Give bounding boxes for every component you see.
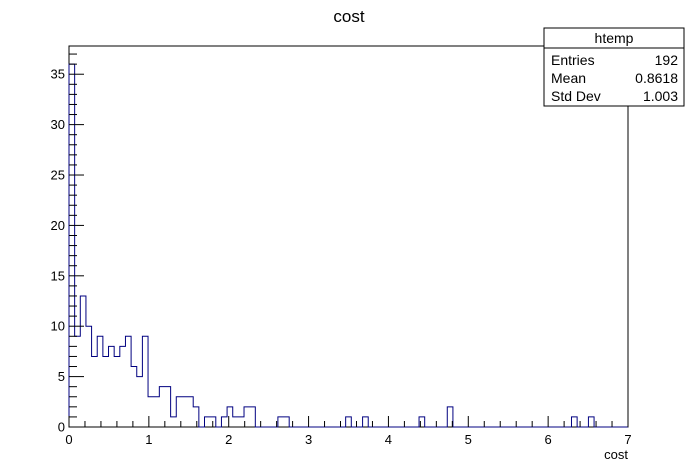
x-tick-label: 1 <box>145 432 152 447</box>
stats-box-title: htemp <box>595 30 634 46</box>
histogram-bin <box>125 336 131 427</box>
histogram-bin <box>571 417 577 427</box>
y-tick-label: 30 <box>51 117 65 132</box>
histogram-bin <box>92 356 98 427</box>
histogram-bin <box>188 397 194 427</box>
y-axis: 0 5 10 15 20 25 30 35 <box>51 53 84 435</box>
histogram-bin <box>227 407 233 427</box>
histogram-bin <box>238 417 244 427</box>
stats-box-frame <box>543 27 685 107</box>
histogram-bin <box>233 417 239 427</box>
y-tick-label: 35 <box>51 67 65 82</box>
histogram-outline <box>68 63 628 428</box>
x-tick-label: 6 <box>545 432 552 447</box>
histogram-bin <box>137 377 143 427</box>
histogram-bin <box>221 417 227 427</box>
chart-title: cost <box>333 7 364 26</box>
histogram-bin <box>588 417 594 427</box>
stats-box: htemp Entries 192 Mean 0.8618 Std Dev 1.… <box>543 27 685 107</box>
y-tick-label: 0 <box>58 420 65 435</box>
histogram-bin <box>159 387 165 427</box>
histogram-bin <box>193 407 199 427</box>
histogram-bin <box>165 387 171 427</box>
x-tick-label: 4 <box>385 432 392 447</box>
histogram-bin <box>363 417 369 427</box>
histogram-bin <box>346 417 352 427</box>
histogram-bin <box>250 407 256 427</box>
x-tick-label: 7 <box>624 432 631 447</box>
x-axis-label: cost <box>604 447 628 462</box>
histogram-bin <box>182 397 188 427</box>
y-tick-label: 25 <box>51 168 65 183</box>
y-tick-label: 20 <box>51 218 65 233</box>
x-axis: 0 1 2 3 4 5 6 7 <box>65 416 632 447</box>
y-tick-label: 5 <box>58 369 65 384</box>
histogram-bin <box>205 417 211 427</box>
histogram-bin <box>109 346 115 427</box>
stats-stddev-label: Std Dev <box>551 88 601 104</box>
x-tick-label: 5 <box>465 432 472 447</box>
histogram-bin <box>278 417 284 427</box>
histogram-bin <box>142 336 148 427</box>
histogram-bin <box>75 336 81 427</box>
histogram-bin <box>86 326 92 427</box>
x-tick-label: 3 <box>305 432 312 447</box>
stats-entries-value: 192 <box>655 52 679 68</box>
y-tick-label: 15 <box>51 268 65 283</box>
stats-stddev-value: 1.003 <box>643 88 678 104</box>
histogram-bin <box>114 356 120 427</box>
histogram-bin <box>80 296 86 427</box>
histogram-bin <box>131 367 137 427</box>
histogram-bin <box>284 417 290 427</box>
histogram-bin <box>120 346 126 427</box>
x-tick-label: 0 <box>65 432 72 447</box>
histogram-bin <box>171 417 177 427</box>
stats-mean-label: Mean <box>551 70 586 86</box>
histogram-bin <box>97 336 103 427</box>
stats-mean-value: 0.8618 <box>635 70 678 86</box>
histogram-bin <box>154 397 160 427</box>
x-tick-label: 2 <box>225 432 232 447</box>
stats-entries-label: Entries <box>551 52 595 68</box>
y-tick-label: 10 <box>51 319 65 334</box>
histogram-bin <box>103 356 109 427</box>
